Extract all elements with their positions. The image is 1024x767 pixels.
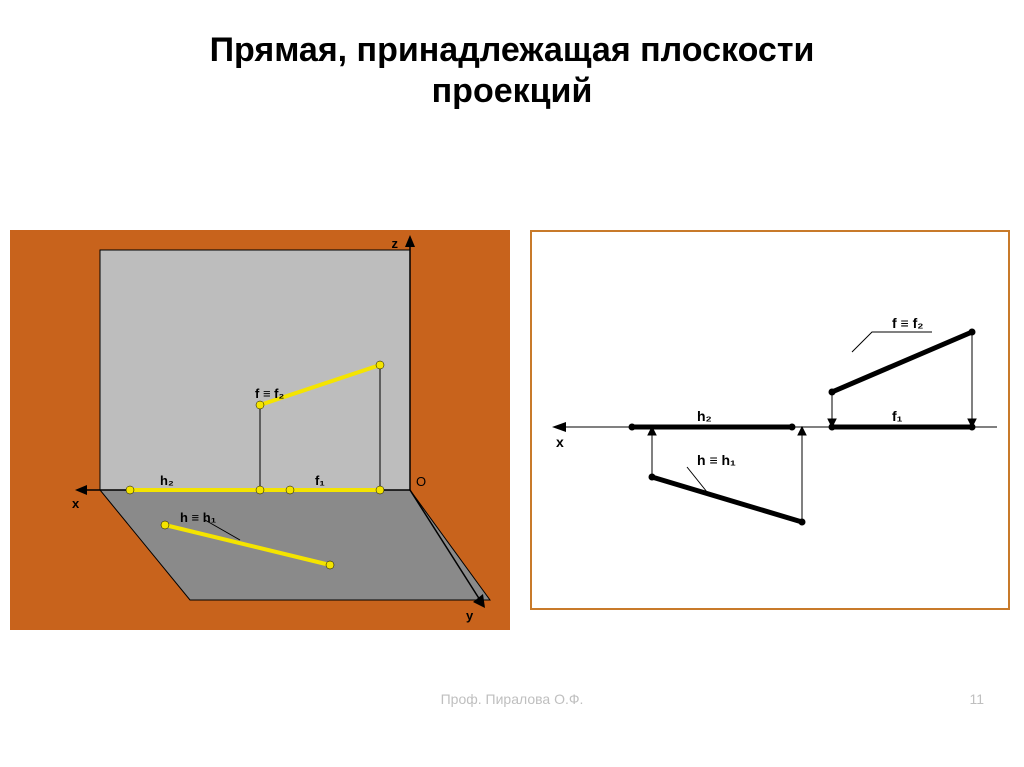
title-line2: проекций [0,71,1024,112]
slide-title: Прямая, принадлежащая плоскости проекций [0,0,1024,112]
diagram-panels: z x y O f ≡ f₂ f₁ h₂ h ≡ h₁ x [0,230,1024,650]
label-h-eq-h1: h ≡ h₁ [180,510,216,525]
footer-author: Проф. Пиралова О.Ф. [0,691,1024,707]
title-line1: Прямая, принадлежащая плоскости [0,30,1024,71]
label-y: y [466,608,474,623]
right-svg: x f ≡ f₂ f₁ h₂ h ≡ h₁ [532,232,1008,608]
x-axis-arrow [552,422,566,432]
left-3d-diagram: z x y O f ≡ f₂ f₁ h₂ h ≡ h₁ [10,230,510,630]
label-x: x [556,434,564,450]
line-h1 [652,477,802,522]
label-h2: h₂ [160,473,174,488]
label-h-eq-h1: h ≡ h₁ [697,452,736,468]
leader-f2 [852,332,932,352]
label-f1: f₁ [315,473,325,488]
label-x: x [72,496,80,511]
label-f1: f₁ [892,408,903,424]
label-f-eq-f2: f ≡ f₂ [892,315,924,331]
label-o: O [416,474,426,489]
label-f-eq-f2: f ≡ f₂ [255,386,284,401]
label-h2: h₂ [697,408,712,424]
right-epure-diagram: x f ≡ f₂ f₁ h₂ h ≡ h₁ [530,230,1010,610]
line-f2 [832,332,972,392]
label-z: z [392,236,399,251]
page-number: 11 [969,691,984,707]
left-svg: z x y O f ≡ f₂ f₁ h₂ h ≡ h₁ [10,230,510,630]
